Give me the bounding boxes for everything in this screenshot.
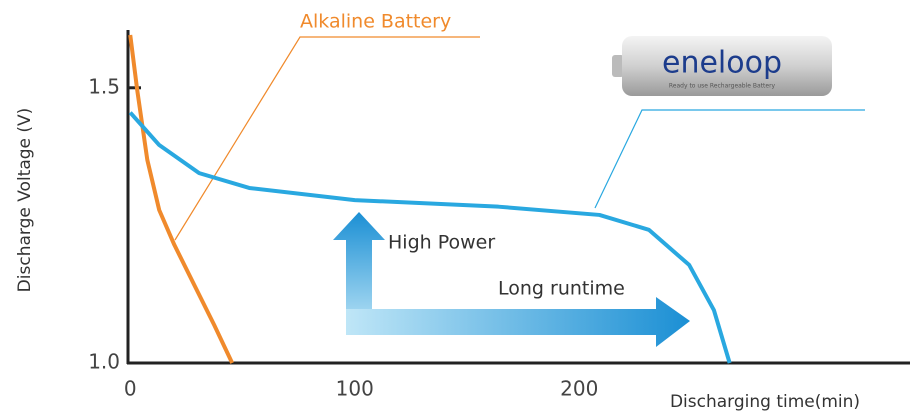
leader-line xyxy=(174,36,480,241)
x-tick-label: 0 xyxy=(124,377,137,401)
series-line xyxy=(128,111,732,364)
long-runtime-arrow xyxy=(346,297,690,347)
y-tick-label: 1.0 xyxy=(88,350,120,374)
y-tick-label: 1.5 xyxy=(88,74,120,98)
logo-text: eneloop xyxy=(662,46,782,81)
series-label: Alkaline Battery xyxy=(300,11,451,33)
logo-subtitle: Ready to use Rechargeable Battery xyxy=(669,83,776,90)
series-line xyxy=(128,34,234,364)
logo: eneloop Ready to use Rechargeable Batter… xyxy=(612,36,832,96)
arrows xyxy=(333,212,690,347)
leader-line xyxy=(594,109,865,209)
x-tick-label: 200 xyxy=(560,377,598,401)
battery-tip xyxy=(612,55,624,77)
y-axis-label: Discharge Voltage (V) xyxy=(15,108,35,293)
x-tick-label: 100 xyxy=(336,377,374,401)
x-axis-label: Discharging time(min) xyxy=(670,392,860,412)
annotation: Long runtime xyxy=(498,278,625,300)
battery-body xyxy=(622,36,832,96)
high-power-arrow xyxy=(333,212,385,335)
annotation: High Power xyxy=(388,232,495,254)
